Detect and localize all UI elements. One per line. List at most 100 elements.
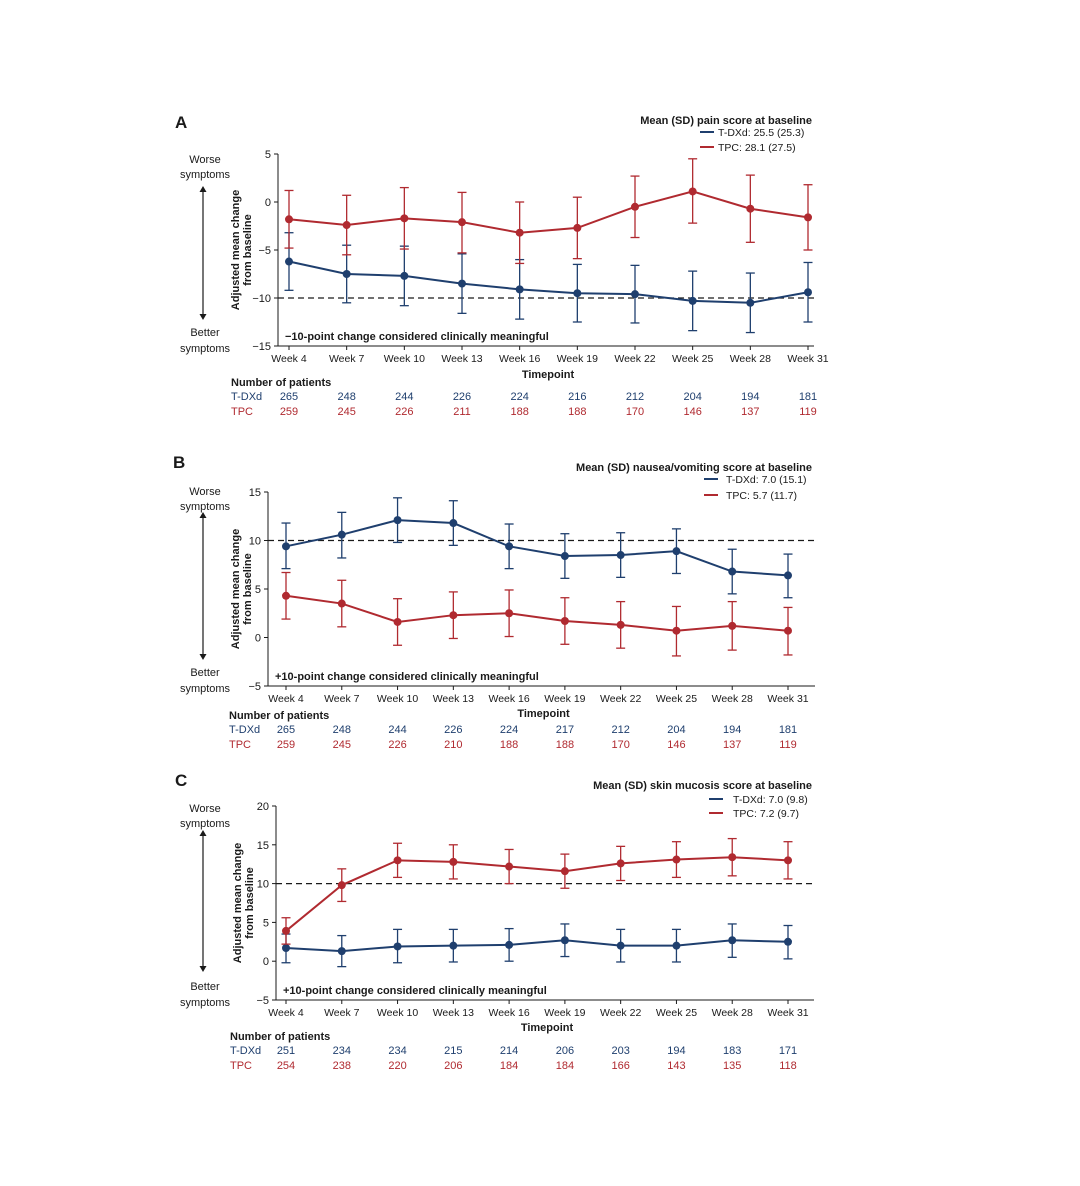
patients-row-label-tpc: TPC: [230, 1060, 252, 1072]
patients-count-tpc: 146: [683, 406, 701, 418]
better-label: symptoms: [180, 343, 231, 355]
x-tick-label: Week 4: [271, 353, 307, 365]
patients-count-tpc: 166: [611, 1060, 629, 1072]
y-tick-label: 5: [255, 584, 261, 596]
patients-row-label-t-dxd: T-DXd: [230, 1045, 261, 1057]
y-axis-label: Adjusted mean change: [232, 843, 244, 963]
patients-count-tpc: 220: [388, 1060, 406, 1072]
legend-entry-t-dxd: T-DXd: 25.5 (25.3): [718, 127, 804, 139]
data-point-tpc: [688, 187, 697, 196]
patients-count-t-dxd: 248: [337, 391, 355, 403]
series-line-t-dxd: [288, 260, 809, 304]
x-tick-label: Week 31: [767, 693, 808, 705]
x-tick-label: Week 28: [730, 353, 771, 365]
series-line-tpc: [288, 190, 809, 234]
x-tick-label: Week 10: [377, 693, 418, 705]
data-point-t-dxd: [573, 289, 582, 298]
data-point-tpc: [616, 859, 625, 868]
threshold-note: +10-point change considered clinically m…: [283, 985, 547, 997]
x-tick-label: Week 4: [268, 693, 304, 705]
patients-count-tpc: 137: [741, 406, 759, 418]
symptom-arrow-up-head: [199, 186, 207, 192]
patients-row-label-t-dxd: T-DXd: [231, 391, 262, 403]
x-tick-label: Week 7: [324, 693, 360, 705]
y-tick-label: 5: [265, 149, 271, 161]
better-label: Better: [190, 981, 220, 993]
patients-count-t-dxd: 234: [388, 1045, 406, 1057]
better-label: symptoms: [180, 997, 231, 1009]
better-label: Better: [190, 667, 220, 679]
patients-count-t-dxd: 204: [667, 724, 685, 736]
patients-count-tpc: 118: [779, 1060, 797, 1072]
y-tick-label: 0: [265, 197, 271, 209]
patients-count-t-dxd: 181: [779, 724, 797, 736]
patients-count-t-dxd: 203: [611, 1045, 629, 1057]
data-point-tpc: [573, 223, 582, 232]
patients-count-tpc: 119: [779, 739, 797, 751]
patients-count-tpc: 206: [444, 1060, 462, 1072]
patients-count-tpc: 226: [395, 406, 413, 418]
data-point-t-dxd: [393, 516, 402, 525]
data-point-tpc: [784, 626, 792, 635]
y-tick-label: 0: [263, 956, 269, 968]
worse-label: Worse: [189, 486, 221, 498]
worse-label: Worse: [189, 154, 221, 166]
patients-count-tpc: 188: [568, 406, 586, 418]
patients-count-tpc: 184: [500, 1060, 518, 1072]
chart-panel-b: B Mean (SD) nausea/vomiting score at base…: [173, 453, 815, 751]
legend-entry-tpc: TPC: 28.1 (27.5): [718, 142, 796, 154]
panel-label: B: [173, 453, 185, 472]
data-point-tpc: [342, 221, 351, 230]
patients-row-label-t-dxd: T-DXd: [229, 724, 260, 736]
data-point-t-dxd: [458, 279, 466, 288]
x-tick-label: Week 13: [441, 353, 482, 365]
data-point-t-dxd: [505, 940, 514, 949]
patients-count-t-dxd: 194: [667, 1045, 685, 1057]
data-point-tpc: [458, 218, 466, 227]
x-tick-label: Week 25: [656, 1007, 697, 1019]
data-point-t-dxd: [400, 271, 409, 280]
patients-count-t-dxd: 216: [568, 391, 586, 403]
patients-count-t-dxd: 226: [453, 391, 471, 403]
patients-count-t-dxd: 217: [556, 724, 574, 736]
y-tick-label: 10: [257, 879, 269, 891]
patients-count-t-dxd: 215: [444, 1045, 462, 1057]
patients-count-t-dxd: 183: [723, 1045, 741, 1057]
patients-count-tpc: 170: [611, 739, 629, 751]
x-tick-label: Week 28: [712, 1007, 753, 1019]
patients-count-tpc: 211: [453, 406, 471, 418]
data-point-t-dxd: [672, 547, 681, 556]
data-point-t-dxd: [449, 941, 458, 950]
patients-count-t-dxd: 181: [799, 391, 817, 403]
data-point-tpc: [400, 214, 409, 223]
patients-count-tpc: 119: [799, 406, 817, 418]
data-point-tpc: [282, 926, 290, 935]
y-tick-label: −5: [256, 995, 269, 1007]
data-point-tpc: [804, 213, 812, 222]
data-point-tpc: [282, 591, 290, 600]
patients-count-t-dxd: 226: [444, 724, 462, 736]
patients-count-t-dxd: 244: [395, 391, 413, 403]
data-point-tpc: [449, 857, 458, 866]
y-tick-label: −15: [252, 341, 271, 353]
data-point-t-dxd: [784, 571, 792, 580]
y-tick-label: −5: [248, 681, 261, 693]
x-tick-label: Week 19: [557, 353, 598, 365]
patients-count-t-dxd: 194: [741, 391, 759, 403]
data-point-t-dxd: [728, 567, 737, 576]
y-tick-label: 15: [249, 487, 261, 499]
data-point-tpc: [337, 881, 346, 890]
symptom-arrow-down-head: [199, 314, 207, 320]
data-point-t-dxd: [688, 296, 697, 305]
patients-count-tpc: 238: [333, 1060, 351, 1072]
patients-count-tpc: 135: [723, 1060, 741, 1072]
legend-entry-tpc: TPC: 5.7 (11.7): [726, 490, 797, 502]
x-tick-label: Week 22: [600, 1007, 641, 1019]
patients-count-tpc: 226: [388, 739, 406, 751]
chart-panel-c: C Mean (SD) skin mucosis score at baselin…: [175, 771, 814, 1072]
legend-entry-tpc: TPC: 7.2 (9.7): [733, 808, 799, 820]
legend-title: Mean (SD) pain score at baseline: [640, 115, 812, 127]
data-point-tpc: [560, 617, 569, 626]
data-point-tpc: [337, 599, 346, 608]
data-point-t-dxd: [560, 552, 569, 561]
